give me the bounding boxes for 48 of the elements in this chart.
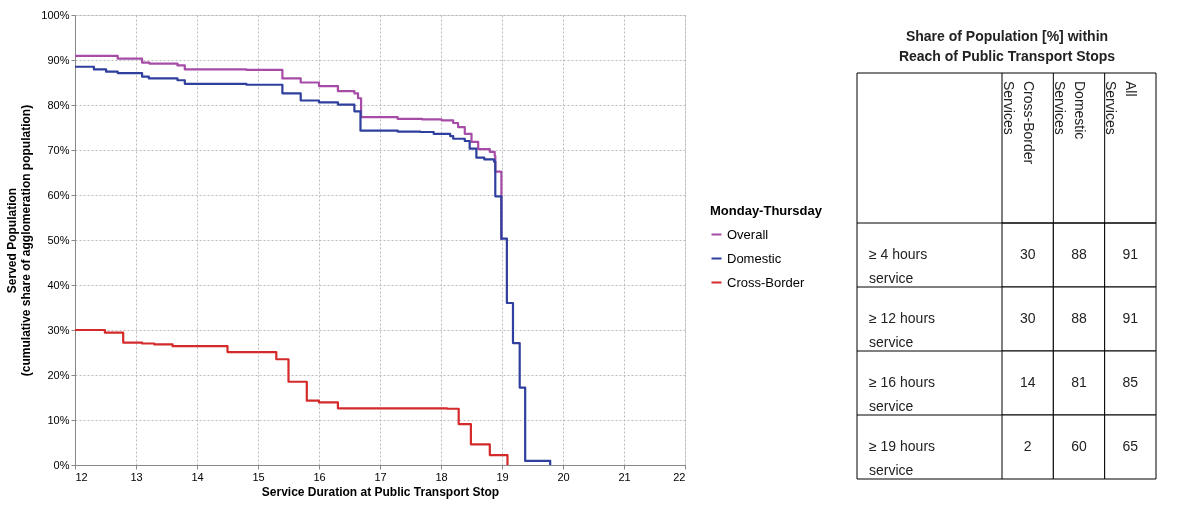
x-tick-label: 22 [673,470,686,483]
x-tick-label: 18 [435,470,448,483]
y-tick-label: 20% [47,368,70,381]
legend-title: Monday-Thursday [710,203,823,218]
x-tick-label: All Services [1103,81,1140,135]
data-label: 81 [1071,374,1087,390]
y-tick-label: ≥ 19 hours service [869,438,936,478]
data-label: 14 [1019,374,1036,390]
y-tick-label: ≥ 16 hours service [869,374,936,414]
x-tick-label: 15 [252,470,265,483]
x-axis-title: Service Duration at Public Transport Stop [261,484,500,499]
x-tick-label: 19 [496,470,509,483]
x-tick-label: 14 [191,470,204,483]
data-label: 85 [1122,374,1139,390]
x-tick-label: 13 [130,470,143,483]
legend-label: Overall [727,226,769,242]
y-tick-label: 100% [41,8,70,21]
data-label: 88 [1071,310,1087,326]
x-tick-label: 16 [313,470,326,483]
data-label: 91 [1122,246,1139,262]
y-tick-label: 70% [47,143,70,156]
chart-title: Share of Population [%] within Reach of Public Transport Stops [898,28,1116,64]
data-label: 30 [1019,246,1036,262]
y-tick-label: 60% [47,188,70,201]
data-label: 91 [1122,310,1139,326]
data-label: 30 [1019,310,1036,326]
legend-label: Cross-Border [727,274,805,290]
data-label: 2 [1023,438,1032,454]
data-label: 88 [1071,246,1087,262]
y-tick-label: 90% [47,53,70,66]
x-tick-label: Domestic Services [1052,81,1088,140]
y-tick-label: 10% [47,413,70,426]
legend-label: Domestic [727,250,782,266]
x-tick-label: 17 [374,470,387,483]
y-tick-label: 80% [47,98,70,111]
x-tick-label: 12 [75,470,88,483]
y-tick-label: 0% [53,458,70,471]
y-tick-label: 50% [47,233,70,246]
y-tick-label: 30% [47,323,70,336]
x-tick-label: Cross-Border Services [1000,81,1037,165]
y-tick-label: 40% [47,278,70,291]
y-axis-title: Served Population (cumulative share of agglomeration population) [5,104,34,377]
y-tick-label: ≥ 4 hours service [869,246,928,286]
y-tick-label: ≥ 12 hours service [869,310,936,350]
data-label: 65 [1122,438,1139,454]
x-tick-label: 21 [618,470,631,483]
x-tick-label: 20 [557,470,570,483]
data-label: 60 [1071,438,1087,454]
